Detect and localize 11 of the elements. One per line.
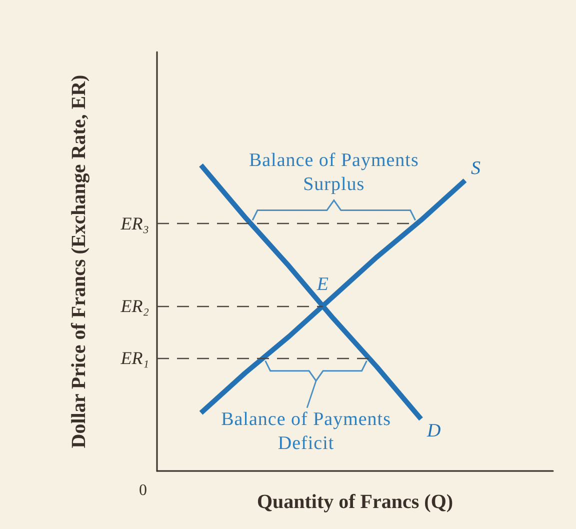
ref-line-label: ER₁ (120, 348, 149, 368)
annotation: E (316, 273, 329, 297)
annotation: Balance of Payments Surplus (248, 148, 419, 196)
text: 0 (139, 481, 147, 501)
y-axis-title: Dollar Price of Francs (Exchange Rate, ER) (68, 74, 90, 448)
annotation: Balance of Payments Deficit (221, 408, 391, 456)
series-label: D (426, 420, 441, 442)
ref-line-label: ER₂ (120, 296, 149, 316)
x-axis-title: Quantity of Francs (Q) (256, 491, 454, 513)
series-label: S (471, 158, 481, 179)
ref-line-label: ER₃ (120, 213, 149, 234)
